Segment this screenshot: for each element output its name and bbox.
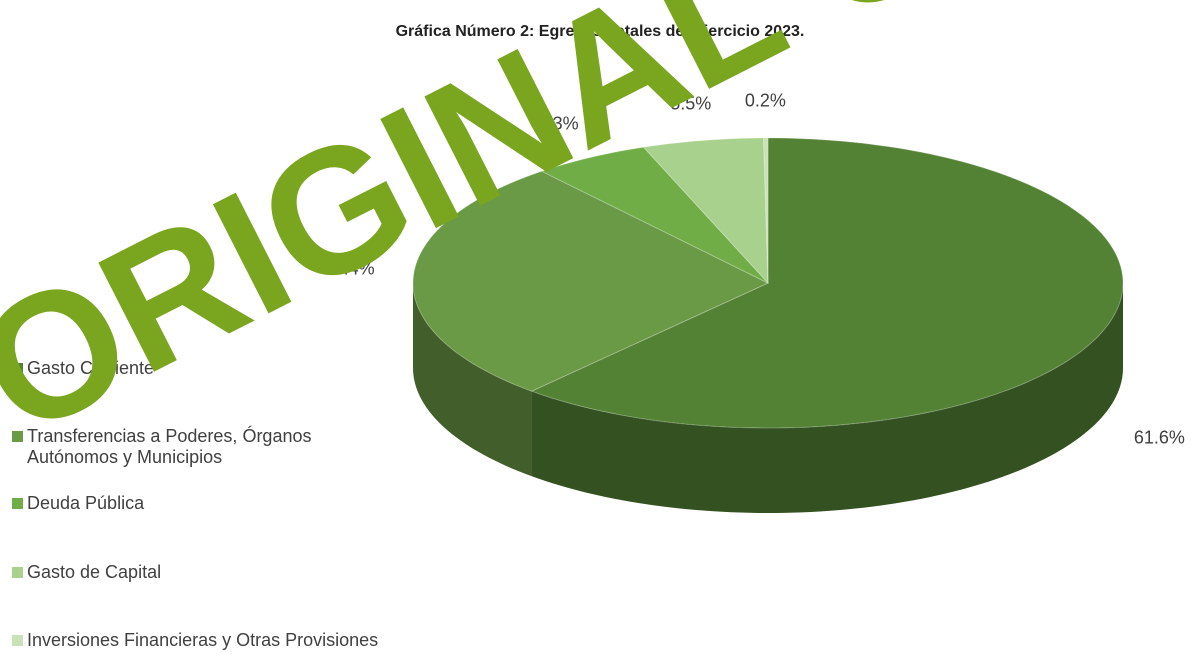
legend-label: Deuda Pública [27, 493, 145, 513]
legend-item: Inversiones Financieras y Otras Provisio… [12, 630, 447, 651]
legend: Gasto Corriente Transferencias a Poderes,… [12, 0, 378, 654]
legend-swatch [12, 431, 23, 442]
slice [540, 146, 769, 284]
legend-label: Gasto de Capital [27, 562, 162, 582]
legend-swatch [12, 635, 23, 646]
chart-title: Gráfica Número 2: Egresos Totales del Ej… [396, 23, 805, 40]
slice [763, 137, 769, 284]
data-label: 5.3% [538, 114, 579, 134]
slice [642, 137, 769, 285]
slice [412, 170, 770, 392]
slice-side [413, 283, 532, 477]
legend-swatch [12, 498, 23, 509]
slice [530, 137, 1124, 429]
legend-swatch [12, 567, 23, 578]
legend-item: Gasto de Capital [12, 562, 327, 583]
data-label: 61.6% [1134, 428, 1185, 448]
slice-side [531, 283, 1123, 513]
legend-swatch [12, 363, 23, 374]
legend-item: Transferencias a Poderes, Órganos Autóno… [12, 426, 327, 468]
legend-item: Deuda Pública [12, 493, 327, 514]
data-label: 0.2% [745, 91, 786, 111]
legend-label: Transferencias a Poderes, Órganos Autóno… [27, 426, 312, 467]
legend-label: Inversiones Financieras y Otras Provisio… [27, 630, 379, 650]
legend-item: Gasto Corriente [12, 358, 327, 379]
data-label: 27.4% [324, 259, 375, 279]
legend-label: Gasto Corriente [27, 358, 155, 378]
data-label: 5.5% [670, 94, 711, 114]
